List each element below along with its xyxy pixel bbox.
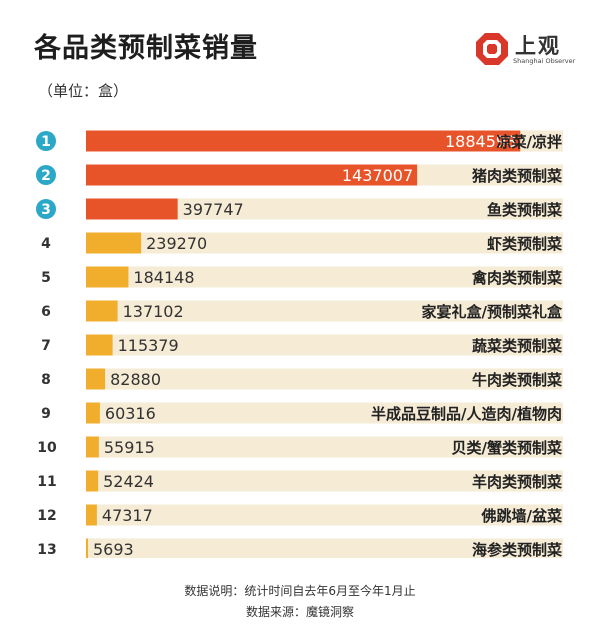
- rank-label: 9: [41, 406, 51, 422]
- category-label: 猪肉类预制菜: [471, 167, 562, 185]
- category-label: 禽肉类预制菜: [471, 269, 562, 287]
- bar-track: [86, 538, 563, 558]
- rank-label: 12: [37, 508, 56, 524]
- value-label: 5693: [93, 540, 134, 558]
- data-description: 数据说明：统计时间自去年6月至今年1月止: [184, 584, 416, 598]
- bar: [86, 368, 106, 390]
- bar: [86, 334, 113, 356]
- category-label: 贝类/蟹类预制菜: [452, 439, 562, 457]
- value-label: 239270: [146, 234, 207, 253]
- value-label: 52424: [103, 472, 154, 491]
- bar: [86, 436, 99, 458]
- bar: [86, 266, 129, 288]
- rank-label: 1: [41, 134, 51, 150]
- bar-track: [86, 198, 563, 220]
- category-label: 佛跳墙/盆菜: [481, 507, 562, 525]
- category-label: 海参类预制菜: [472, 541, 562, 558]
- value-label: 1437007: [342, 166, 413, 185]
- category-label: 半成品豆制品/人造肉/植物肉: [371, 405, 562, 423]
- value-label: 1884598: [445, 132, 516, 151]
- bar-track: [86, 300, 563, 322]
- category-label: 羊肉类预制菜: [472, 473, 562, 491]
- bar: [86, 198, 178, 220]
- bar-track: [86, 368, 563, 390]
- bar-track: [86, 266, 563, 288]
- category-label: 家宴礼盒/预制菜礼盒: [422, 303, 563, 321]
- category-label: 蔬菜类预制菜: [472, 337, 562, 355]
- bar: [86, 470, 99, 492]
- rank-label: 7: [41, 338, 51, 354]
- bar: [86, 402, 100, 424]
- bar-track: [86, 402, 563, 424]
- chart-title: 各品类预制菜销量: [34, 33, 258, 64]
- value-label: 47317: [102, 506, 153, 525]
- value-label: 82880: [110, 370, 161, 389]
- logo-text: 上观: [515, 34, 561, 58]
- bar: [86, 300, 118, 322]
- bar: [86, 504, 97, 526]
- category-label: 鱼类预制菜: [487, 201, 562, 219]
- rank-label: 4: [41, 236, 51, 252]
- logo-subtext: Shanghai Observer: [513, 57, 576, 65]
- value-label: 60316: [105, 404, 156, 423]
- value-label: 397747: [183, 200, 244, 219]
- rank-label: 13: [37, 542, 56, 558]
- category-label: 虾类预制菜: [487, 235, 562, 253]
- bar-track: [86, 334, 563, 356]
- bar: [86, 232, 142, 254]
- logo-octagon-icon: [476, 33, 508, 65]
- unit-note: （单位：盒）: [38, 82, 129, 100]
- value-label: 115379: [118, 336, 179, 355]
- rank-label: 5: [41, 270, 51, 286]
- bar: [86, 130, 521, 152]
- rank-badge: [36, 165, 56, 185]
- rank-label: 6: [41, 304, 51, 320]
- value-label: 184148: [133, 268, 194, 287]
- bar-track: [86, 504, 563, 526]
- value-label: 137102: [123, 302, 184, 321]
- category-label: 凉菜/凉拌: [497, 133, 562, 151]
- rank-label: 10: [37, 440, 57, 456]
- category-label: 牛肉类预制菜: [472, 371, 562, 389]
- bar-track: [86, 232, 563, 254]
- data-source: 数据来源：魔镜洞察: [245, 605, 354, 619]
- bar-track: [86, 436, 563, 458]
- rank-label: 8: [41, 372, 51, 388]
- bar: [86, 538, 88, 558]
- rank-label: 2: [41, 168, 51, 184]
- rank-label: 11: [37, 474, 56, 490]
- value-label: 55915: [104, 438, 155, 457]
- rank-badge: [36, 199, 56, 219]
- brand-logo: 上观 Shanghai Observer: [475, 32, 575, 70]
- rank-label: 3: [41, 202, 51, 218]
- bar: [86, 164, 418, 186]
- rank-badge: [36, 131, 56, 151]
- bar-track: [86, 470, 563, 492]
